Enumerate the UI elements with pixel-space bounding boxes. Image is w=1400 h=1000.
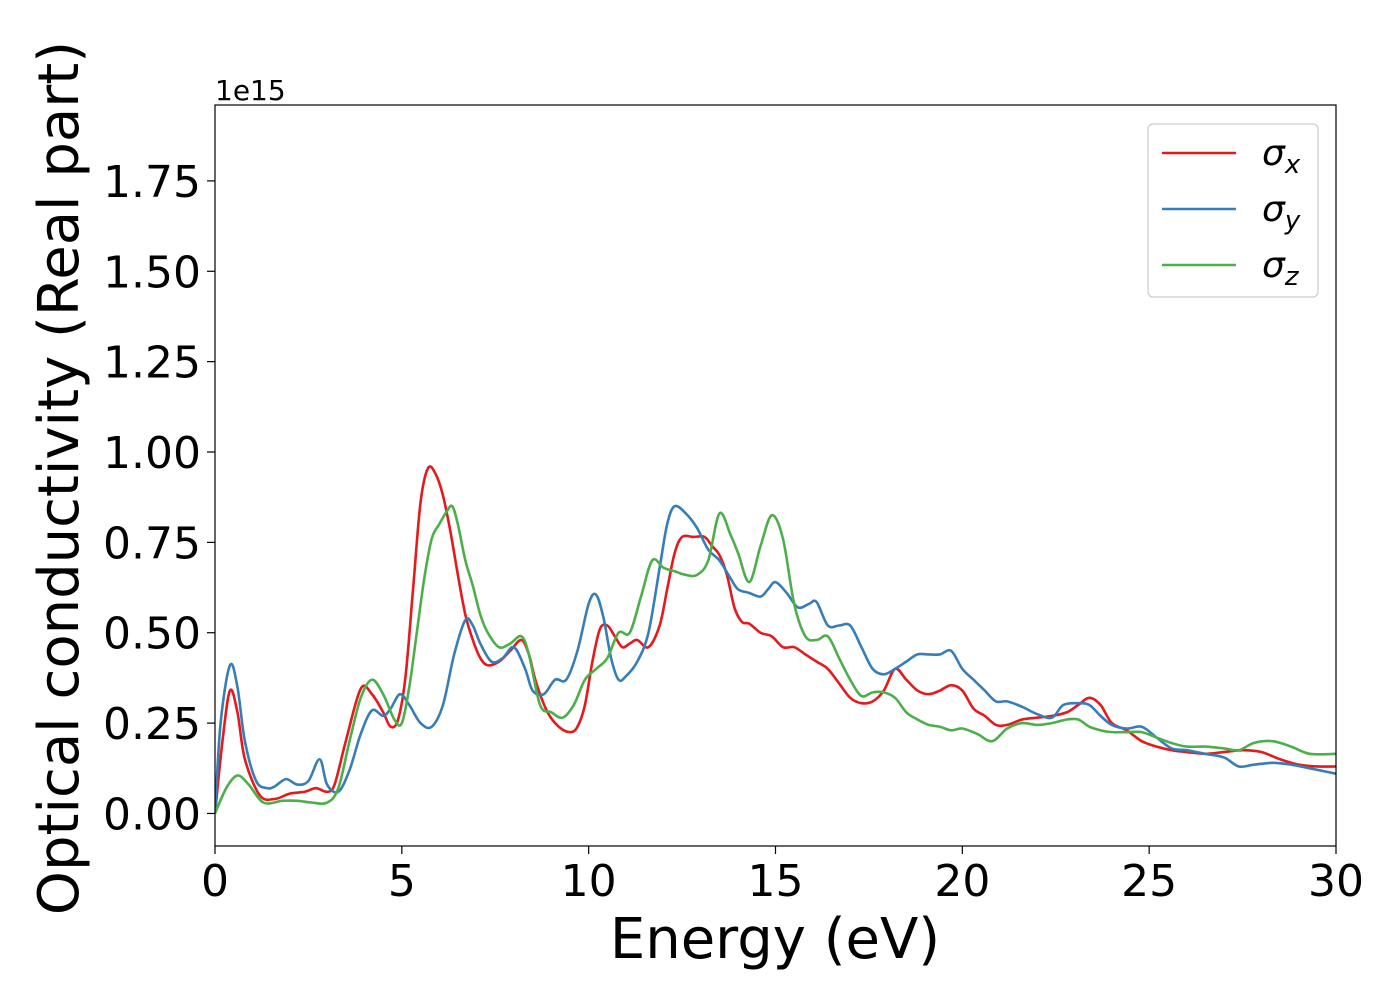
y-axis-title: Optical conductivity (Real part) — [27, 41, 92, 915]
x-axis-title: Energy (eV) — [610, 907, 940, 972]
x-tick-label: 15 — [748, 856, 804, 907]
x-tick-label: 20 — [934, 856, 990, 907]
x-axis: 0 5 10 15 20 25 30 — [201, 846, 1364, 907]
x-tick-label: 0 — [201, 856, 229, 907]
series-line-y — [215, 504, 1336, 814]
y-offset-text: 1e15 — [215, 74, 286, 107]
y-tick-label: 1.25 — [103, 338, 201, 389]
series-line-x — [215, 465, 1336, 814]
legend-frame — [1147, 123, 1319, 298]
y-tick-label: 0.25 — [103, 699, 201, 750]
legend-label-x: σx — [1262, 133, 1301, 180]
legend: σx σy σz — [1147, 123, 1319, 298]
legend-label-z: σz — [1262, 245, 1300, 292]
x-tick-label: 25 — [1121, 856, 1177, 907]
series-layer — [215, 465, 1336, 814]
y-tick-label: 1.00 — [103, 428, 201, 479]
y-tick-label: 1.50 — [103, 247, 201, 298]
x-tick-label: 30 — [1308, 856, 1364, 907]
y-axis: 0.00 0.25 0.50 0.75 1.00 1.25 1.50 1.75 — [103, 157, 215, 840]
y-tick-label: 1.75 — [103, 157, 201, 208]
y-tick-label: 0.00 — [103, 789, 201, 840]
x-tick-label: 10 — [561, 856, 617, 907]
legend-label-y: σy — [1262, 189, 1301, 236]
y-tick-label: 0.50 — [103, 609, 201, 660]
y-tick-label: 0.75 — [103, 518, 201, 569]
series-line-z — [215, 504, 1336, 814]
x-tick-label: 5 — [388, 856, 416, 907]
